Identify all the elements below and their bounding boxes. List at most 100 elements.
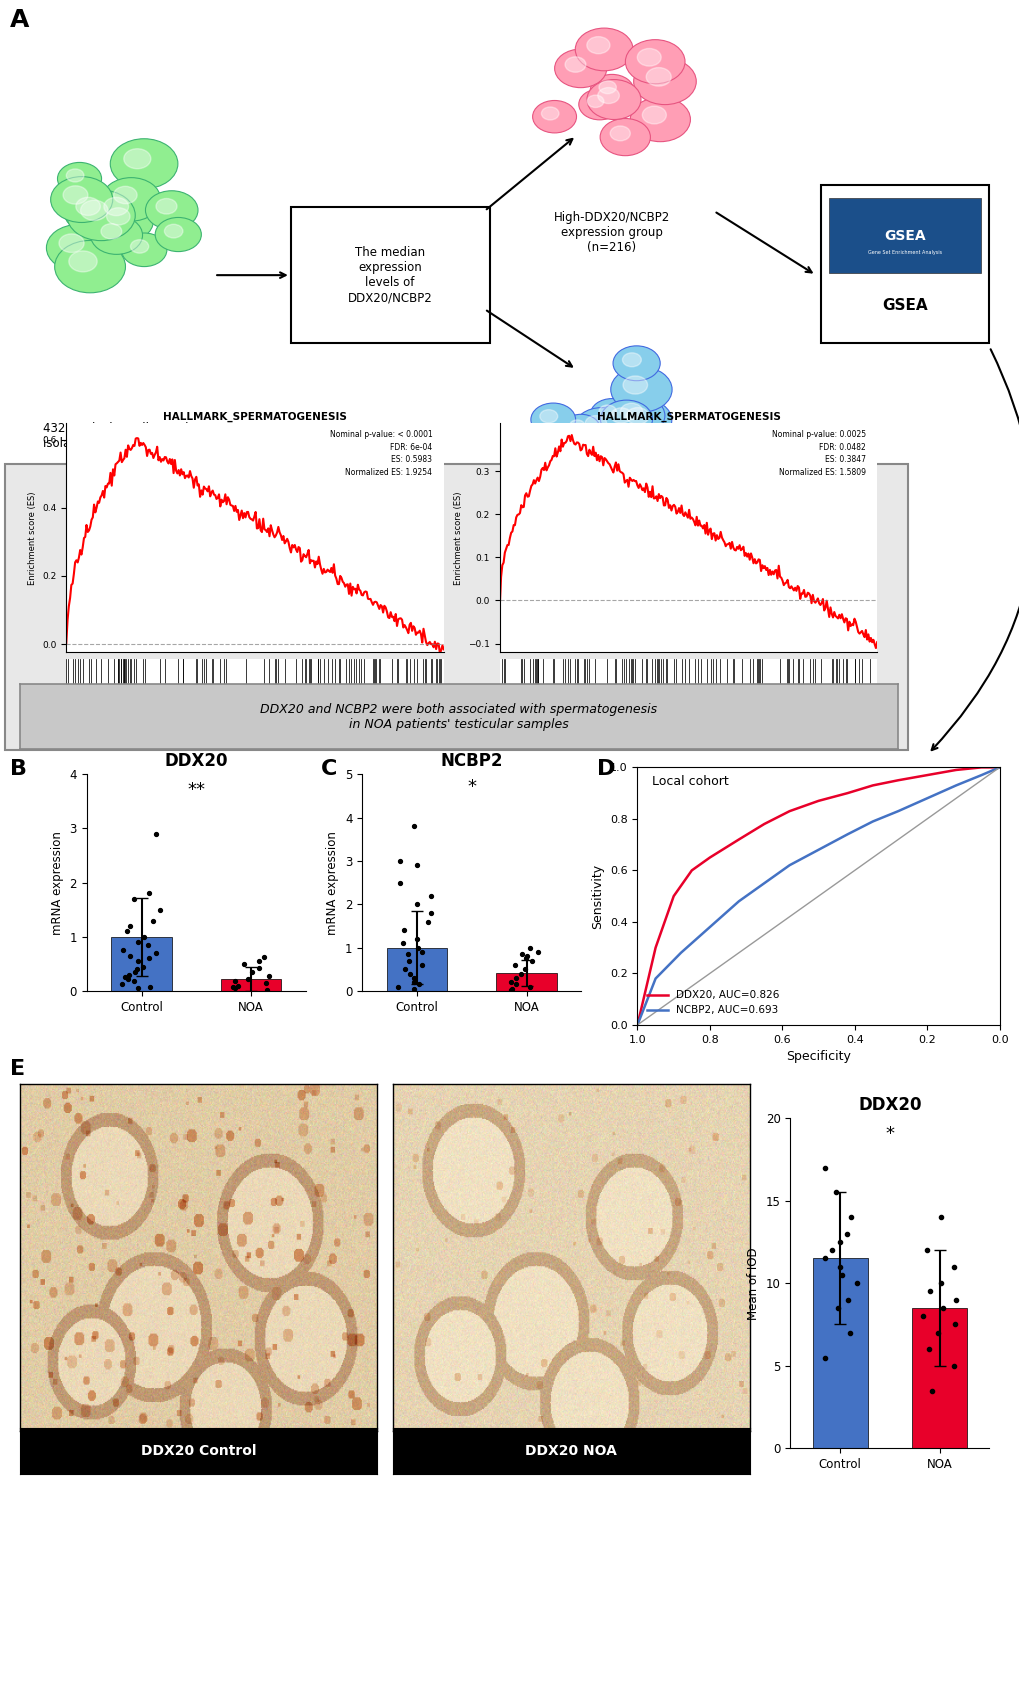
Circle shape <box>554 49 606 88</box>
Circle shape <box>637 49 660 66</box>
Bar <box>751 689 876 723</box>
DDX20, AUC=0.826 <box>949 761 961 781</box>
Bar <box>911 1308 966 1448</box>
DDX20, AUC=0.826 <box>631 1015 643 1035</box>
Circle shape <box>586 80 640 120</box>
NCBP2, AUC=0.693 <box>783 855 795 876</box>
Circle shape <box>587 95 603 107</box>
DDX20, AUC=0.826 <box>703 847 715 867</box>
DDX20, AUC=0.826 <box>841 783 853 803</box>
Bar <box>66 689 192 723</box>
Text: Positive: Positive <box>543 701 581 711</box>
Circle shape <box>609 125 630 141</box>
Legend: DDX20, AUC=0.826, NCBP2, AUC=0.693: DDX20, AUC=0.826, NCBP2, AUC=0.693 <box>642 986 783 1020</box>
DDX20, AUC=0.826 <box>974 757 986 778</box>
Circle shape <box>92 188 153 234</box>
DDX20, AUC=0.826 <box>649 937 661 957</box>
FancyBboxPatch shape <box>828 198 980 273</box>
Bar <box>386 947 446 991</box>
Circle shape <box>610 368 672 412</box>
Circle shape <box>623 376 647 395</box>
NCBP2, AUC=0.693 <box>949 776 961 796</box>
Circle shape <box>110 139 177 188</box>
DDX20, AUC=0.826 <box>812 791 824 811</box>
Y-axis label: mRNA expression: mRNA expression <box>326 830 339 935</box>
Text: GSEA: GSEA <box>881 298 927 313</box>
NCBP2, AUC=0.693 <box>732 891 744 911</box>
Circle shape <box>539 410 557 424</box>
Title: DDX20: DDX20 <box>857 1096 921 1113</box>
DDX20, AUC=0.826 <box>920 766 932 786</box>
Bar <box>221 979 281 991</box>
Circle shape <box>121 234 167 266</box>
Circle shape <box>633 58 696 105</box>
Title: HALLMARK_SPERMATOGENESIS: HALLMARK_SPERMATOGENESIS <box>596 412 780 422</box>
Circle shape <box>101 224 121 239</box>
NCBP2, AUC=0.693 <box>920 788 932 808</box>
Circle shape <box>130 241 149 252</box>
Text: *: * <box>467 778 476 796</box>
Title: DDX20: DDX20 <box>164 752 228 769</box>
Text: DDX20 and NCBP2 were both associated with spermatogenesis
in NOA patients' testi: DDX20 and NCBP2 were both associated wit… <box>260 703 657 730</box>
Bar <box>192 689 318 723</box>
Text: DDX20: DDX20 <box>240 701 269 711</box>
Text: A: A <box>10 7 30 32</box>
Circle shape <box>630 97 690 142</box>
DDX20, AUC=0.826 <box>685 861 697 881</box>
Circle shape <box>642 107 665 124</box>
Circle shape <box>569 418 611 451</box>
Circle shape <box>104 198 128 215</box>
Circle shape <box>55 241 125 293</box>
DDX20, AUC=0.826 <box>866 776 878 796</box>
Title: HALLMARK_SPERMATOGENESIS: HALLMARK_SPERMATOGENESIS <box>163 412 346 422</box>
Circle shape <box>600 400 652 439</box>
Circle shape <box>155 217 201 252</box>
NCBP2, AUC=0.693 <box>649 969 661 989</box>
Bar <box>625 689 751 723</box>
Circle shape <box>590 75 633 107</box>
Circle shape <box>614 400 672 440</box>
Circle shape <box>68 251 97 271</box>
Text: GSEA: GSEA <box>883 229 925 242</box>
Text: C: C <box>321 759 337 779</box>
Text: Nominal p-value: < 0.0001
FDR: 6e-04
ES: 0.5983
Normalized ES: 1.9254: Nominal p-value: < 0.0001 FDR: 6e-04 ES:… <box>329 430 432 476</box>
Circle shape <box>620 403 642 420</box>
Circle shape <box>622 352 641 368</box>
Circle shape <box>532 100 576 132</box>
Circle shape <box>598 405 615 418</box>
Circle shape <box>47 225 109 271</box>
Text: DDX20 NOA: DDX20 NOA <box>525 1443 616 1459</box>
Circle shape <box>51 176 113 222</box>
Circle shape <box>574 408 628 447</box>
Text: Local cohort: Local cohort <box>651 776 728 788</box>
Circle shape <box>599 119 650 156</box>
Circle shape <box>81 200 108 220</box>
Circle shape <box>59 234 84 252</box>
Bar <box>318 689 443 723</box>
Circle shape <box>612 346 659 381</box>
Text: DDX20 Control: DDX20 Control <box>141 1443 257 1459</box>
Circle shape <box>530 403 575 435</box>
NCBP2, AUC=0.693 <box>892 801 904 822</box>
Circle shape <box>646 68 671 86</box>
Title: NCBP2: NCBP2 <box>440 752 502 769</box>
NCBP2, AUC=0.693 <box>993 757 1005 778</box>
FancyBboxPatch shape <box>290 207 489 342</box>
Circle shape <box>57 163 102 195</box>
Text: High-DDX20/NCBP2
expression group
(n=216): High-DDX20/NCBP2 expression group (n=216… <box>553 212 669 254</box>
DDX20, AUC=0.826 <box>757 813 769 833</box>
Bar <box>499 689 625 723</box>
DDX20, AUC=0.826 <box>783 801 795 822</box>
Circle shape <box>585 415 606 432</box>
Circle shape <box>608 395 664 435</box>
Text: Positive: Positive <box>110 701 148 711</box>
NCBP2, AUC=0.693 <box>812 840 824 861</box>
Circle shape <box>598 81 615 93</box>
Bar <box>496 972 556 991</box>
Circle shape <box>610 408 631 424</box>
DDX20, AUC=0.826 <box>993 757 1005 778</box>
Circle shape <box>123 149 151 169</box>
Y-axis label: Enrichment score (ES): Enrichment score (ES) <box>28 491 37 584</box>
Circle shape <box>597 88 619 103</box>
Text: The median
expression
levels of
DDX20/NCBP2: The median expression levels of DDX20/NC… <box>347 246 432 305</box>
